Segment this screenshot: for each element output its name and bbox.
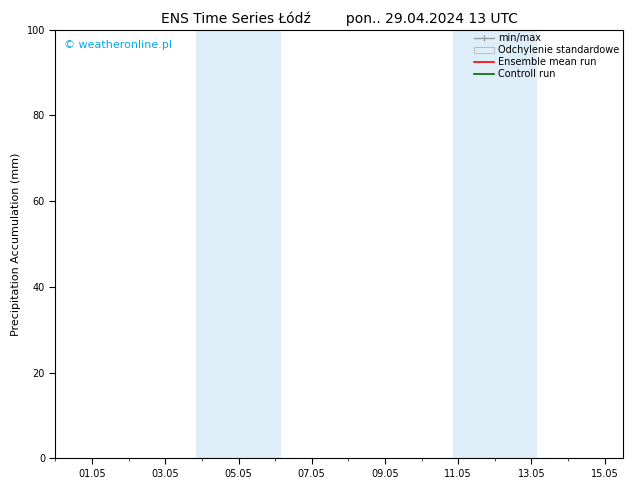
Bar: [233, 29, 281, 459]
Bar: [197, 29, 233, 459]
Bar: [453, 29, 489, 459]
Legend: min/max, Odchylenie standardowe, Ensemble mean run, Controll run: min/max, Odchylenie standardowe, Ensembl…: [472, 31, 621, 81]
Bar: [489, 29, 537, 459]
Title: ENS Time Series Łódź        pon.. 29.04.2024 13 UTC: ENS Time Series Łódź pon.. 29.04.2024 13…: [160, 11, 518, 25]
Y-axis label: Precipitation Accumulation (mm): Precipitation Accumulation (mm): [11, 152, 21, 336]
Text: © weatheronline.pl: © weatheronline.pl: [64, 40, 172, 50]
